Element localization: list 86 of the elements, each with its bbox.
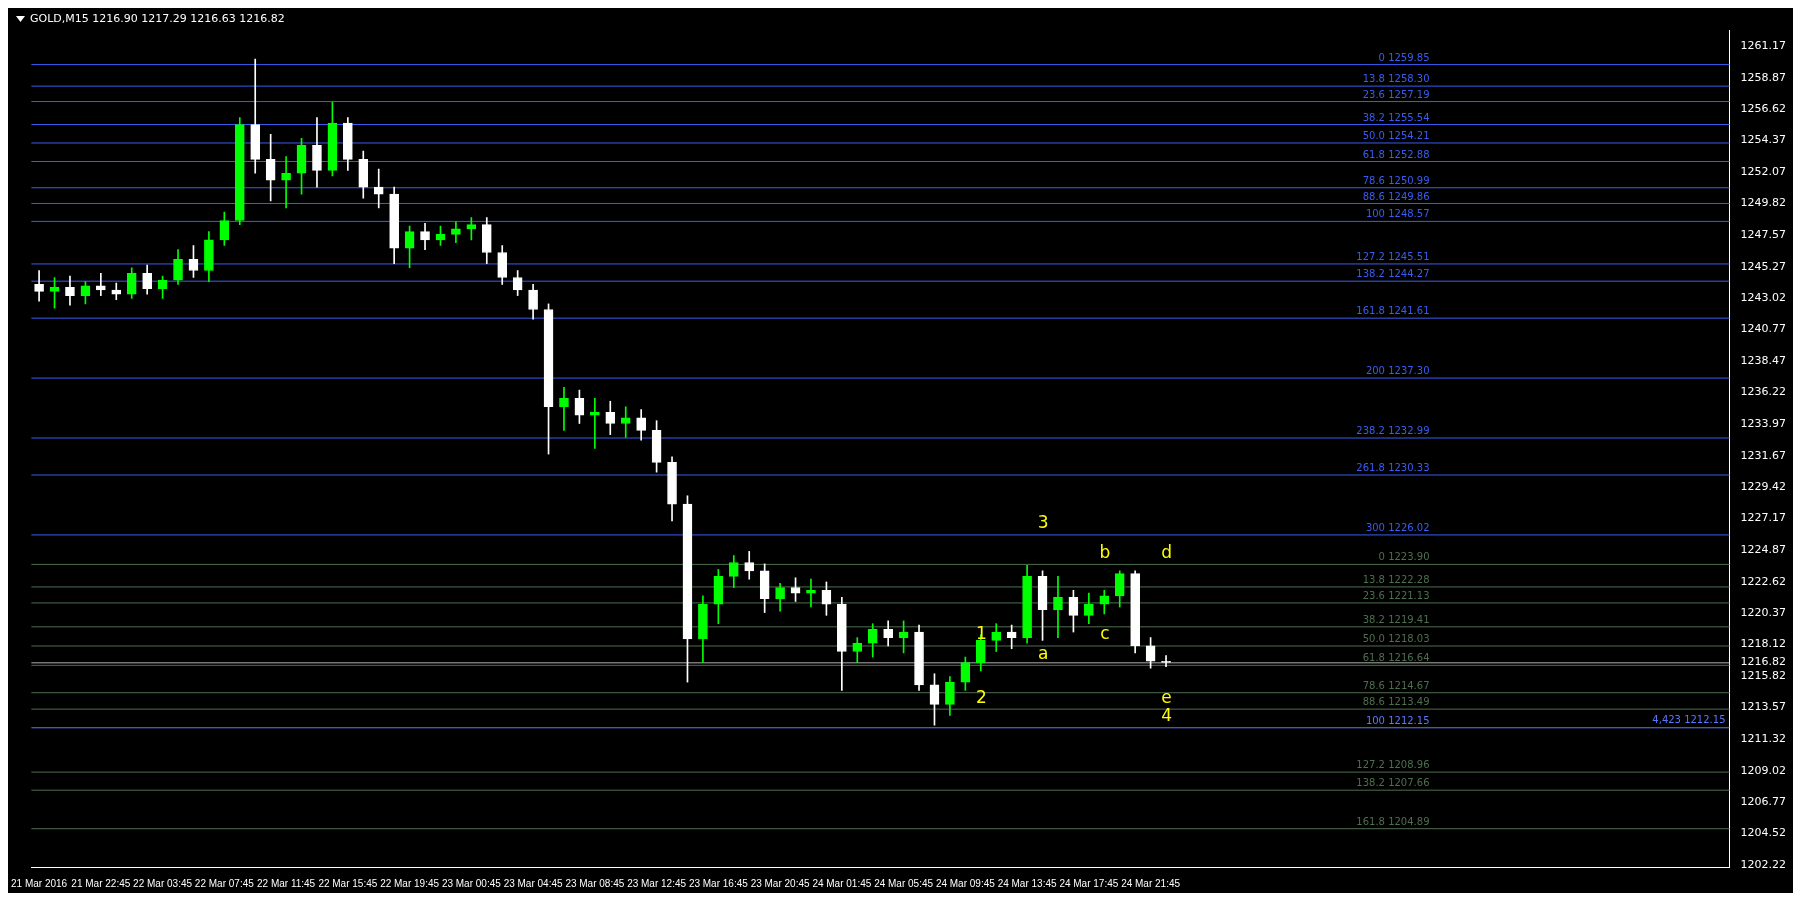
y-tick-label: 1229.42 — [1740, 480, 1787, 494]
y-tick-label: 1236.22 — [1740, 385, 1787, 399]
x-tick-label: 23 Mar 04:45 — [503, 877, 563, 889]
ref-line-label: 100 1212.15 — [1365, 714, 1430, 726]
y-tick-label: 1261.17 — [1740, 38, 1787, 52]
y-tick-label: 1218.12 — [1740, 637, 1787, 651]
y-tick-label: 1258.87 — [1740, 70, 1787, 84]
x-tick-label: 22 Mar 19:45 — [380, 877, 440, 889]
ref-line-label: 0 1259.85 — [1378, 51, 1430, 63]
x-tick-label: 22 Mar 15:45 — [318, 877, 378, 889]
y-tick-label: 1233.97 — [1740, 416, 1787, 430]
y-tick-label: 1256.62 — [1740, 101, 1787, 115]
x-tick-label: 24 Mar 21:45 — [1121, 877, 1181, 889]
ref-line-label: 50.0 1254.21 — [1362, 130, 1430, 142]
y-tick-label: 1202.22 — [1740, 858, 1787, 872]
ref-line-label: 0 1223.90 — [1378, 551, 1430, 563]
ref-line-label: 88.6 1249.86 — [1362, 190, 1430, 202]
x-tick-label: 23 Mar 00:45 — [441, 877, 502, 889]
annotation: 1 — [975, 623, 987, 644]
x-tick-label: 24 Mar 17:45 — [1059, 877, 1119, 889]
y-tick-label: 1243.02 — [1740, 290, 1787, 304]
x-tick-label: 24 Mar 13:45 — [997, 877, 1057, 889]
y-tick-label: 1206.77 — [1740, 794, 1787, 808]
ref-line-label: 200 1237.30 — [1365, 365, 1430, 377]
x-tick-label: 24 Mar 01:45 — [812, 877, 872, 889]
ref-line-label: 50.0 1218.03 — [1362, 633, 1430, 645]
y-tick-label: 1209.02 — [1740, 763, 1787, 777]
ref-line-label: 13.8 1258.30 — [1362, 73, 1430, 85]
ref-line-label: 88.6 1213.49 — [1362, 696, 1430, 708]
annotation: 4 — [1161, 705, 1173, 726]
ref-line-label: 127.2 1208.96 — [1356, 759, 1430, 771]
y-tick-label: 1211.32 — [1740, 731, 1787, 745]
annotation: c — [1100, 623, 1110, 644]
y-tick-label: 1215.82 — [1740, 669, 1787, 683]
x-tick-label: 23 Mar 12:45 — [627, 877, 687, 889]
y-tick-label: 1238.47 — [1740, 354, 1787, 368]
y-tick-label: 1220.37 — [1740, 605, 1787, 619]
annotation: b — [1099, 541, 1111, 562]
x-tick-label: 22 Mar 07:45 — [194, 877, 255, 889]
ref-line-label: 161.8 1241.61 — [1356, 305, 1430, 317]
ref-line-label: 13.8 1222.28 — [1362, 574, 1430, 586]
y-tick-label: 1245.27 — [1740, 259, 1787, 273]
y-tick-label: 1216.82 — [1740, 655, 1787, 669]
annotation: a — [1037, 642, 1049, 663]
ref-line-label: 100 1248.57 — [1365, 208, 1430, 220]
y-tick-label: 1254.37 — [1740, 133, 1787, 147]
ref-line-label: 127.2 1245.51 — [1356, 251, 1430, 263]
ref-line-label: 300 1226.02 — [1365, 522, 1430, 534]
y-tick-label: 1227.17 — [1740, 511, 1787, 525]
y-tick-label: 1240.77 — [1740, 322, 1787, 336]
annotation: e — [1161, 686, 1172, 707]
ref-line-label: 61.8 1216.64 — [1362, 652, 1430, 664]
x-tick-label: 24 Mar 09:45 — [935, 877, 996, 889]
y-tick-label: 1213.57 — [1740, 700, 1787, 714]
ref-line-label: 23.6 1257.19 — [1362, 88, 1430, 100]
y-tick-label: 1231.67 — [1740, 448, 1787, 462]
ref-line-label: 38.2 1255.54 — [1362, 111, 1430, 123]
x-tick-label: 21 Mar 22:45 — [71, 877, 131, 889]
annotation: 4,423 1212.15 — [1652, 713, 1726, 725]
y-tick-label: 1247.57 — [1740, 227, 1787, 241]
y-tick-label: 1224.87 — [1740, 543, 1787, 557]
ref-line-label: 61.8 1252.88 — [1362, 148, 1430, 160]
annotation: d — [1161, 541, 1172, 562]
x-tick-label: 22 Mar 11:45 — [257, 877, 316, 889]
ref-line-label: 78.6 1214.67 — [1362, 679, 1430, 691]
ref-line-label: 238.2 1232.99 — [1356, 425, 1430, 437]
ref-line-label: 23.6 1221.13 — [1362, 590, 1430, 602]
y-tick-label: 1204.52 — [1740, 826, 1787, 840]
y-tick-label: 1222.62 — [1740, 574, 1787, 588]
x-tick-label: 23 Mar 08:45 — [565, 877, 625, 889]
y-tick-label: 1252.07 — [1740, 165, 1787, 179]
annotation: 2 — [975, 686, 987, 707]
x-tick-label: 21 Mar 2016 — [11, 877, 68, 889]
ref-line-label: 38.2 1219.41 — [1362, 613, 1430, 625]
x-tick-label: 23 Mar 16:45 — [688, 877, 749, 889]
x-tick-label: 24 Mar 05:45 — [874, 877, 934, 889]
y-tick-label: 1249.82 — [1740, 196, 1787, 210]
ref-line-label: 161.8 1204.89 — [1356, 815, 1430, 827]
ref-line-label: 261.8 1230.33 — [1356, 462, 1430, 474]
chart-title: GOLD,M15 1216.90 1217.29 1216.63 1216.82 — [30, 12, 285, 25]
annotation: 3 — [1037, 512, 1049, 533]
ref-line-label: 138.2 1244.27 — [1356, 268, 1430, 280]
x-tick-label: 22 Mar 03:45 — [133, 877, 193, 889]
ref-line-label: 138.2 1207.66 — [1356, 777, 1430, 789]
ref-line-label: 78.6 1250.99 — [1362, 174, 1430, 186]
x-tick-label: 23 Mar 20:45 — [750, 877, 810, 889]
